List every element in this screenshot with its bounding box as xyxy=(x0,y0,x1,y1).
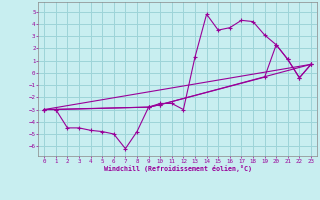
X-axis label: Windchill (Refroidissement éolien,°C): Windchill (Refroidissement éolien,°C) xyxy=(104,165,252,172)
